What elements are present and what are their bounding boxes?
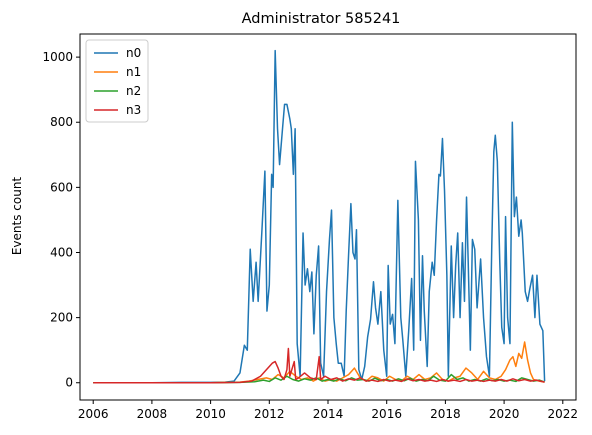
legend-label-n2: n2 <box>126 84 141 98</box>
x-tick-label: 2020 <box>489 407 520 421</box>
series-line-n0 <box>93 49 546 384</box>
series-layer <box>93 49 546 384</box>
y-tick-label: 400 <box>50 245 73 259</box>
x-tick-label: 2014 <box>313 407 344 421</box>
x-tick-label: 2022 <box>548 407 579 421</box>
y-tick-label: 600 <box>50 180 73 194</box>
y-tick-label: 0 <box>65 376 73 390</box>
x-tick-label: 2010 <box>195 407 226 421</box>
x-tick-label: 2008 <box>137 407 168 421</box>
legend-box <box>85 39 149 123</box>
y-axis-label: Events count <box>10 177 24 256</box>
series-line-n3 <box>93 347 545 384</box>
legend: n0 n1 n2 n3 <box>85 39 149 123</box>
y-axis: 0 200 400 600 800 1000 <box>42 50 80 390</box>
x-tick-label: 2012 <box>254 407 285 421</box>
plot-frame <box>79 33 577 401</box>
x-tick-label: 2016 <box>371 407 402 421</box>
x-axis: 2006 2008 2010 2012 2014 2016 2018 2020 2022 <box>78 400 578 421</box>
x-tick-label: 2006 <box>78 407 109 421</box>
y-tick-label: 800 <box>50 115 73 129</box>
legend-label-n0: n0 <box>126 46 141 60</box>
legend-label-n1: n1 <box>126 65 141 79</box>
y-tick-label: 200 <box>50 311 73 325</box>
plot-area <box>93 49 546 384</box>
legend-label-n3: n3 <box>126 103 141 117</box>
y-tick-label: 1000 <box>42 50 73 64</box>
chart-title: Administrator 585241 <box>242 11 401 27</box>
x-tick-label: 2018 <box>430 407 461 421</box>
